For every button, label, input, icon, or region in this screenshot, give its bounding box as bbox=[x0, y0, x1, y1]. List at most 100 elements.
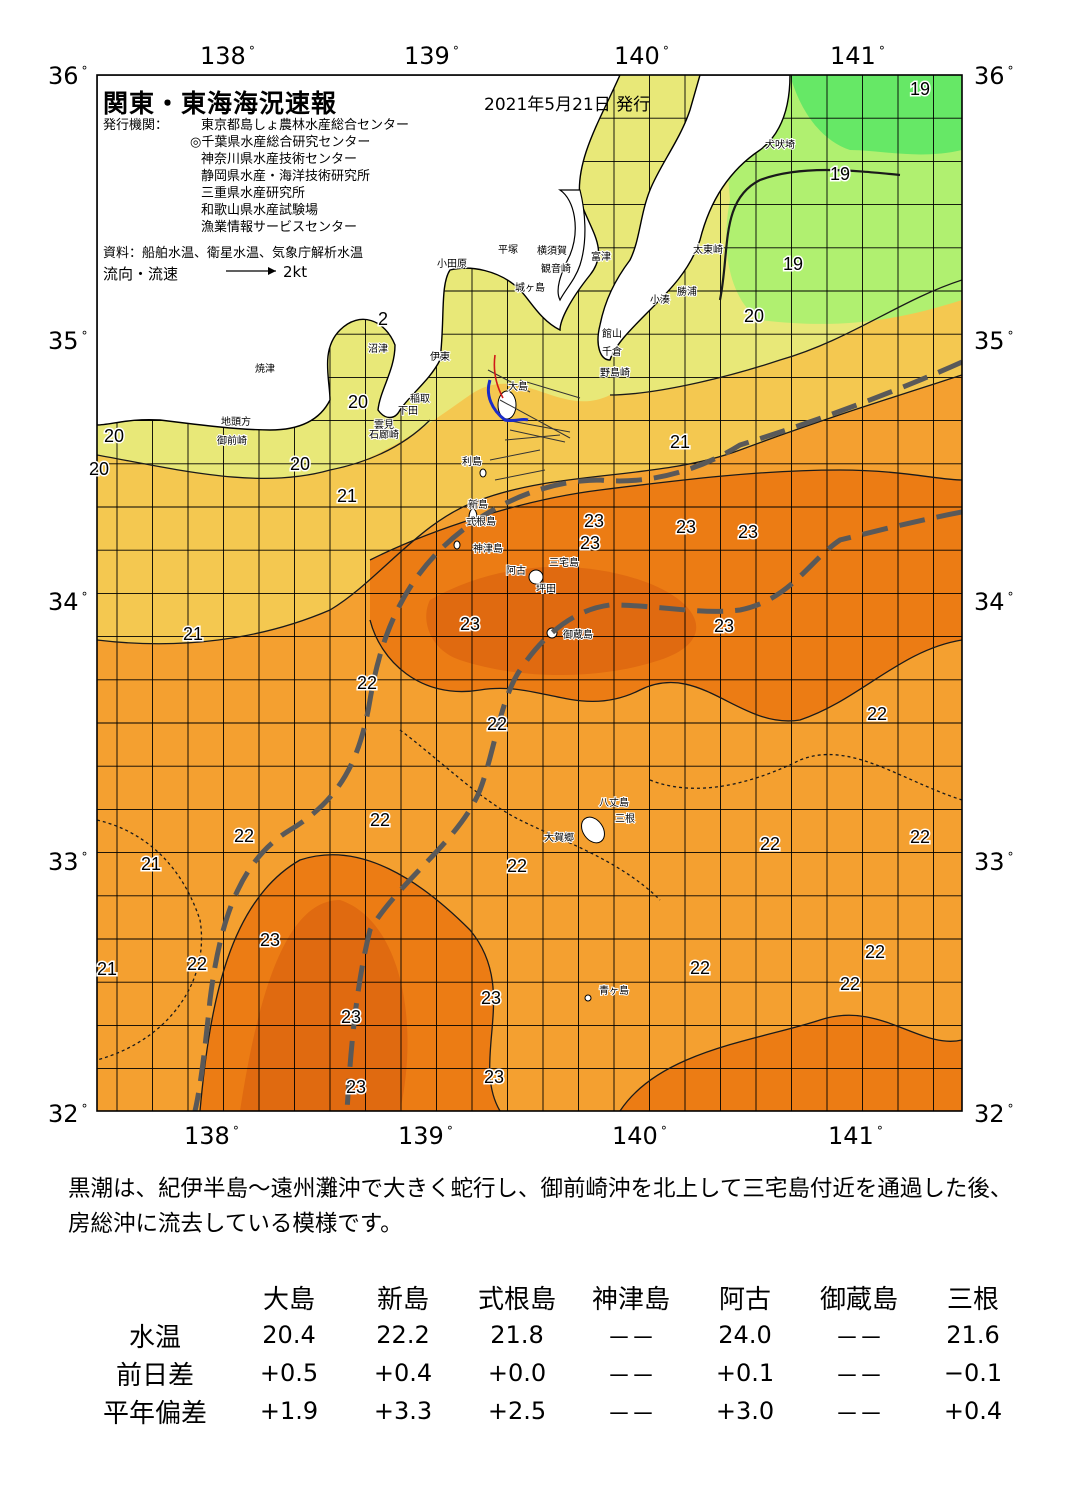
isotherm-label: 19 bbox=[910, 79, 930, 99]
lat-lon-grid bbox=[97, 75, 962, 1111]
isotherm-label: 22 bbox=[507, 856, 527, 876]
table-cell: +0.5 bbox=[259, 1359, 319, 1387]
place-label: 焼津 bbox=[255, 363, 275, 375]
publisher-item: 漁業情報サービスセンター bbox=[201, 220, 358, 235]
table-cell: －－ bbox=[835, 1399, 883, 1428]
station-header: 三根 bbox=[946, 1284, 999, 1315]
isotherm-label: 22 bbox=[357, 673, 377, 693]
publisher-item: 神奈川県水産技術センター bbox=[201, 152, 358, 167]
map-frame bbox=[96, 74, 963, 1112]
place-label: 式根島 bbox=[466, 515, 496, 528]
legend-label: 流向・流速 bbox=[103, 265, 179, 283]
isotherm-label: 22 bbox=[187, 954, 207, 974]
place-label: 富津 bbox=[591, 250, 611, 263]
station-header: 御蔵島 bbox=[819, 1284, 898, 1315]
place-label: 御蔵島 bbox=[563, 628, 593, 641]
place-label: 地頭方 bbox=[221, 415, 251, 428]
publisher-item: ◎千葉県水産総合研究センター bbox=[190, 135, 371, 150]
place-label: 野島崎 bbox=[600, 366, 630, 379]
table-cell: 21.8 bbox=[490, 1321, 544, 1349]
isotherm-label: 21 bbox=[97, 959, 117, 979]
isotherm-label: 22 bbox=[840, 974, 860, 994]
publisher-label: 発行機関： bbox=[103, 118, 169, 133]
isotherm-label: 22 bbox=[370, 810, 390, 830]
place-label: 犬吠埼 bbox=[765, 138, 795, 151]
lat-label-right-36: 36 ° bbox=[974, 62, 1014, 90]
isotherm-label: 23 bbox=[580, 533, 600, 553]
lat-label-left-33: 33 ° bbox=[48, 848, 88, 876]
isotherm-label: 23 bbox=[714, 616, 734, 636]
station-header: 式根島 bbox=[477, 1284, 556, 1315]
lat-label-right-33: 33 ° bbox=[974, 848, 1014, 876]
table-cell: －－ bbox=[607, 1361, 655, 1390]
row-label: 水温 bbox=[128, 1322, 181, 1353]
table-cell: －－ bbox=[835, 1323, 883, 1352]
place-label: 雲見 bbox=[374, 419, 394, 431]
table-cell: 20.4 bbox=[262, 1321, 316, 1349]
lon-label-top-140: 140 ° bbox=[614, 42, 669, 70]
isotherm-label: 19 bbox=[783, 254, 803, 274]
lon-label-bottom-141: 141 ° bbox=[828, 1122, 883, 1150]
place-label: 沼津 bbox=[368, 342, 388, 355]
lat-label-left-35: 35 ° bbox=[48, 327, 88, 355]
row-label: 平年偏差 bbox=[102, 1398, 207, 1429]
row-label: 前日差 bbox=[115, 1360, 194, 1391]
lat-label-right-34: 34 ° bbox=[974, 588, 1014, 616]
table-cell: 22.2 bbox=[376, 1321, 430, 1349]
place-label: 神津島 bbox=[473, 542, 503, 555]
temperature-band bbox=[620, 1015, 962, 1111]
publisher-item: 静岡県水産・海洋技術研究所 bbox=[201, 169, 371, 184]
place-label: 館山 bbox=[602, 327, 622, 340]
place-label: 坪田 bbox=[536, 582, 556, 595]
legend-arrow bbox=[226, 267, 276, 275]
isotherm-lines bbox=[97, 168, 962, 1111]
publisher-item: 和歌山県水産試験場 bbox=[201, 203, 319, 218]
place-label: 利島 bbox=[462, 455, 482, 468]
lat-label-left-32: 32 ° bbox=[48, 1100, 88, 1128]
place-label: 城ヶ島 bbox=[515, 281, 545, 294]
data-sources: 資料：船舶水温、衛星水温、気象庁解析水温 bbox=[103, 246, 364, 261]
lat-label-left-34: 34 ° bbox=[48, 588, 88, 616]
table-cell: 24.0 bbox=[718, 1321, 772, 1349]
place-label: 阿古 bbox=[506, 564, 526, 577]
isotherm-label: 21 bbox=[141, 854, 161, 874]
temperature-band bbox=[426, 566, 697, 675]
table-cell: +3.3 bbox=[373, 1397, 433, 1425]
table-cell: +0.4 bbox=[943, 1397, 1003, 1425]
table-header-row: 大島 新島 式根島 神津島 阿古 御蔵島 三根 bbox=[78, 1278, 1030, 1316]
table-cell: +2.5 bbox=[487, 1397, 547, 1425]
station-table: 大島 新島 式根島 神津島 阿古 御蔵島 三根 水温 20.4 22.2 21.… bbox=[78, 1278, 1030, 1430]
land-masses bbox=[97, 75, 791, 1002]
map-title: 関東・東海海況速報 bbox=[103, 89, 338, 118]
place-label: 太東崎 bbox=[693, 243, 723, 256]
table-cell: −0.1 bbox=[943, 1359, 1003, 1387]
place-label: 八丈島 bbox=[599, 796, 629, 809]
place-label: 小田原 bbox=[437, 258, 467, 270]
place-label: 大賀郷 bbox=[544, 831, 574, 844]
summary-text: 黒潮は、紀伊半島～遠州灘沖で大きく蛇行し、御前崎沖を北上して三宅島付近を通過した… bbox=[68, 1176, 1013, 1237]
place-label: 下田 bbox=[398, 406, 418, 417]
isotherm-label: 23 bbox=[584, 511, 604, 531]
isotherm-label: 20 bbox=[104, 426, 124, 446]
table-row: 前日差 +0.5 +0.4 +0.0 －－ +0.1 －－ −0.1 bbox=[78, 1354, 1030, 1392]
isotherm-label: 23 bbox=[460, 614, 480, 634]
place-label: 御前崎 bbox=[217, 434, 247, 447]
place-label: 平塚 bbox=[498, 244, 518, 256]
lon-label-bottom-140: 140 ° bbox=[612, 1122, 667, 1150]
isotherm-label: 20 bbox=[744, 306, 764, 326]
isotherm-label: 22 bbox=[234, 826, 254, 846]
table-row: 水温 20.4 22.2 21.8 －－ 24.0 －－ 21.6 bbox=[78, 1316, 1030, 1354]
isotherm-label: 19 bbox=[830, 164, 850, 184]
station-header: 神津島 bbox=[591, 1284, 670, 1315]
isotherm-label: 21 bbox=[337, 486, 357, 506]
lat-label-right-35: 35 ° bbox=[974, 327, 1014, 355]
place-label: 稲取 bbox=[410, 393, 430, 405]
isotherm-label: 2 bbox=[378, 309, 388, 329]
isotherm-label: 22 bbox=[690, 958, 710, 978]
place-label: 新島 bbox=[468, 498, 488, 511]
isotherm-label: 20 bbox=[89, 459, 109, 479]
table-cell: +1.9 bbox=[259, 1397, 319, 1425]
